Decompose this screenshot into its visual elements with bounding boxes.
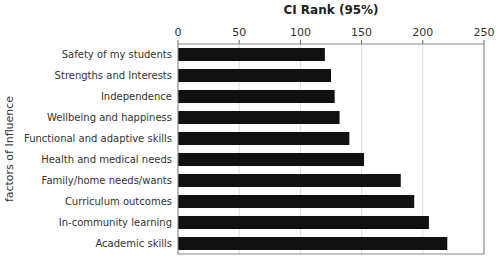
- tick-label: 200: [412, 26, 433, 39]
- category-label: Safety of my students: [62, 49, 172, 60]
- plot-frame: [178, 44, 484, 254]
- category-label: Strengths and Interests: [55, 70, 172, 81]
- title: CI Rank (95%): [283, 3, 378, 17]
- category-label: Family/home needs/wants: [42, 175, 172, 186]
- y-labels: Academic skills In-community learning Curr…: [24, 49, 172, 249]
- bar: [178, 153, 364, 166]
- tick-mark: [361, 40, 362, 44]
- bar: [178, 195, 414, 208]
- chart: 0 50 100 150 200 250 Academic skills In-communi…: [0, 0, 500, 262]
- category-label: Functional and adaptive skills: [24, 133, 172, 144]
- bar: [178, 174, 401, 187]
- category-label: Wellbeing and happiness: [47, 112, 172, 123]
- tick-mark: [178, 40, 179, 44]
- tick-mark: [484, 40, 485, 44]
- category-label: Independence: [101, 91, 172, 102]
- tick-mark: [300, 40, 301, 44]
- chart-container: 0 50 100 150 200 250 Academic skills In-communi…: [0, 0, 500, 262]
- tick-label: 150: [351, 26, 372, 39]
- category-label: Curriculum outcomes: [65, 196, 172, 207]
- bar: [178, 90, 335, 103]
- bar: [178, 111, 340, 124]
- x-ticks: 0 50 100 150 200 250: [175, 26, 495, 44]
- tick-label: 100: [290, 26, 311, 39]
- bars: [178, 48, 447, 250]
- tick-label: 50: [232, 26, 246, 39]
- category-label: Health and medical needs: [41, 154, 172, 165]
- bar: [178, 48, 325, 61]
- bar: [178, 132, 349, 145]
- bar: [178, 69, 331, 82]
- bar: [178, 237, 447, 250]
- tick-label: 250: [474, 26, 495, 39]
- tick-mark: [422, 40, 423, 44]
- category-label: Academic skills: [95, 238, 172, 249]
- category-label: In-community learning: [59, 217, 172, 228]
- y-axis-label: factors of Influence: [3, 96, 16, 202]
- bar: [178, 216, 429, 229]
- tick-mark: [239, 40, 240, 44]
- x-grid: [178, 44, 484, 254]
- tick-label: 0: [175, 26, 182, 39]
